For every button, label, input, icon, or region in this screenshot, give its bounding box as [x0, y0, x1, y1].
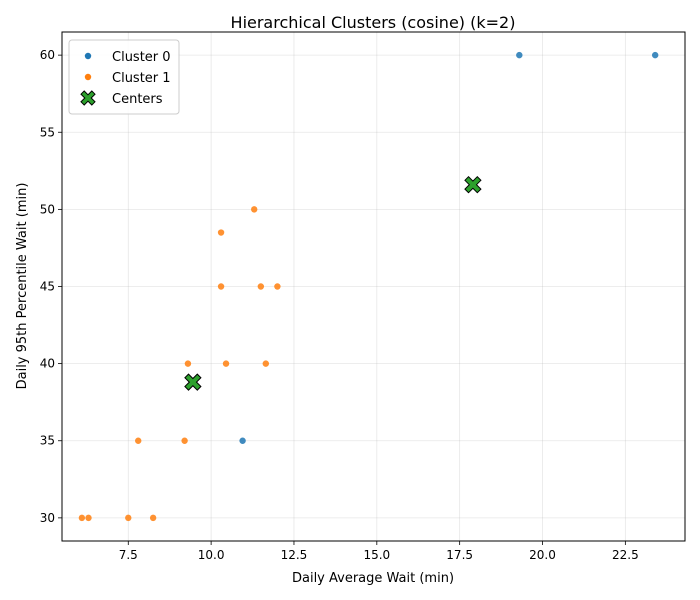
cluster-center-marker	[184, 373, 202, 391]
cluster-1-point	[184, 360, 192, 367]
cluster-1-point	[135, 437, 142, 444]
cluster-1-point	[251, 206, 258, 213]
cluster-1-point	[78, 514, 86, 522]
y-tick-label: 35	[40, 434, 55, 448]
cluster-0-point	[239, 437, 246, 444]
x-tick-label: 7.5	[119, 548, 138, 562]
x-axis-label: Daily Average Wait (min)	[292, 571, 454, 586]
x-tick-label: 22.5	[612, 548, 639, 562]
cluster-1-point	[222, 360, 230, 367]
cluster-1-point	[257, 283, 265, 290]
x-tick-label: 10.0	[198, 548, 225, 562]
x-tick-label: 15.0	[363, 548, 390, 562]
cluster-1-point	[125, 514, 132, 522]
chart-title: Hierarchical Clusters (cosine) (k=2)	[231, 13, 516, 32]
y-tick-label: 60	[40, 48, 55, 62]
x-tick-label: 12.5	[281, 548, 308, 562]
legend-box	[68, 39, 180, 115]
y-tick-label: 50	[40, 202, 55, 216]
y-tick-label: 40	[40, 357, 55, 371]
grid	[62, 32, 685, 541]
y-tick-label: 30	[40, 511, 55, 525]
legend-marker-cluster-0	[84, 52, 92, 60]
legend-label-cluster-0: Cluster 0	[112, 50, 171, 65]
cluster-0-point	[651, 51, 659, 59]
data-points	[78, 51, 659, 522]
legend-marker-centers	[80, 90, 96, 106]
cluster-1-point	[85, 514, 92, 522]
axis-ticks: 7.5 10.0 12.5 15.0 17.5 20.0 22.5 30 35 40 45 50 55 6…	[40, 48, 639, 562]
cluster-center-marker	[464, 175, 482, 194]
legend-label-cluster-1: Cluster 1	[112, 71, 171, 86]
x-tick-label: 17.5	[446, 548, 473, 562]
legend: Cluster 0 Cluster 1 Centers	[68, 39, 180, 115]
y-tick-label: 55	[40, 125, 55, 139]
cluster-1-point	[181, 437, 188, 444]
legend-marker-cluster-1	[84, 73, 92, 81]
cluster-0-point	[516, 51, 523, 59]
cluster-1-point	[217, 229, 225, 236]
cluster-1-point	[262, 360, 270, 367]
cluster-1-point	[149, 514, 157, 522]
y-axis-label: Daily 95th Percentile Wait (min)	[15, 183, 30, 390]
cluster-1-point	[274, 283, 281, 290]
x-tick-label: 20.0	[529, 548, 556, 562]
legend-label-centers: Centers	[112, 92, 163, 107]
cluster-1-point	[217, 283, 225, 290]
y-tick-label: 45	[40, 280, 55, 294]
